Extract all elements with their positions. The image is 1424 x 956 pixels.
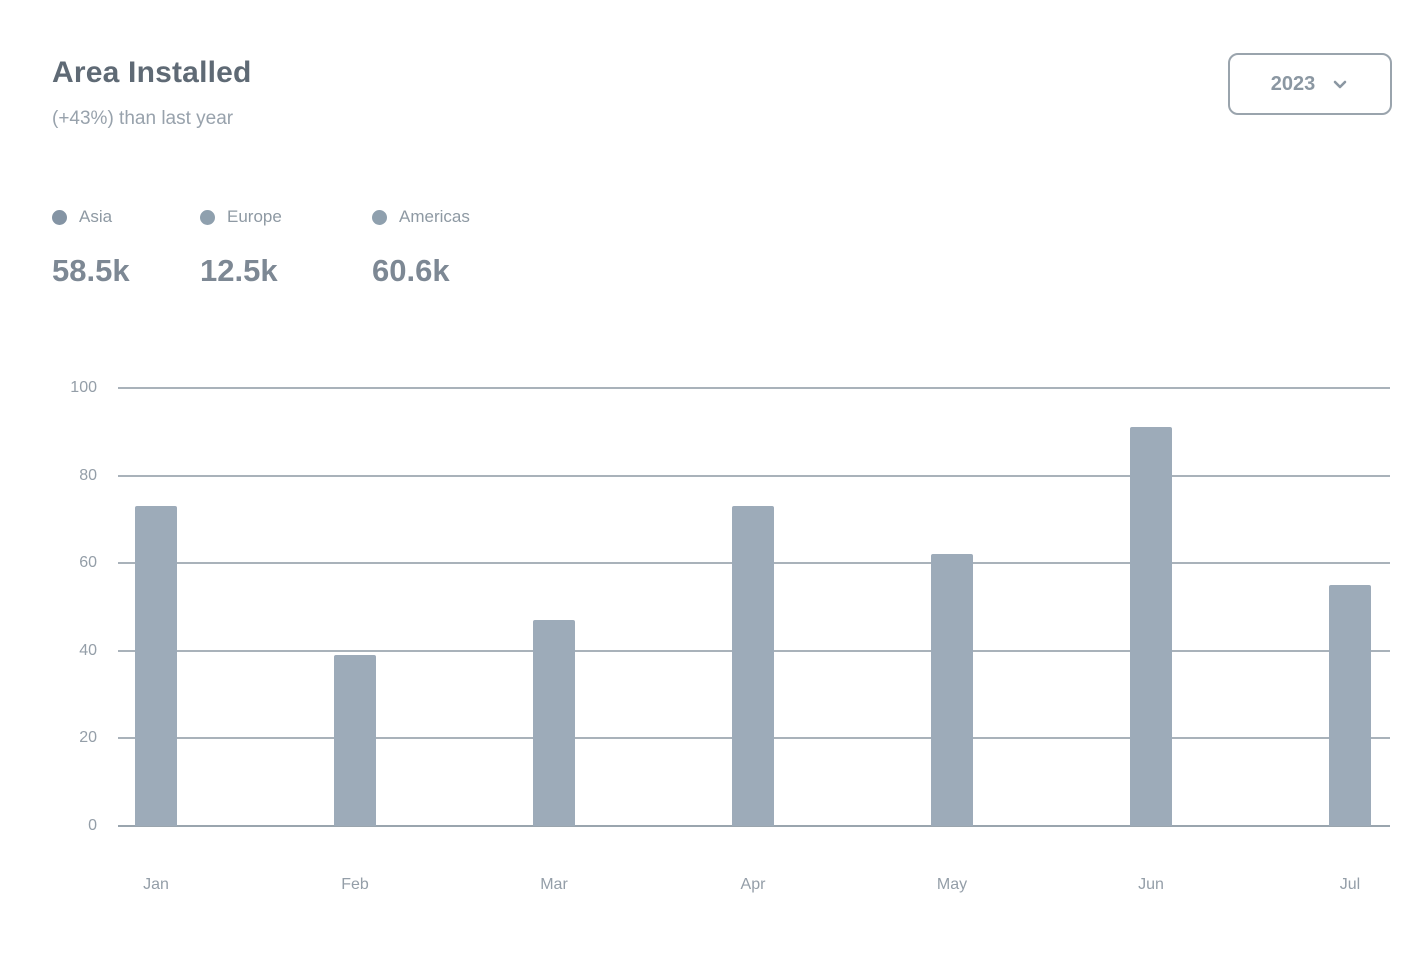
- x-axis-tick-mar: Mar: [540, 876, 568, 893]
- legend-item-asia[interactable]: Asia: [52, 205, 130, 229]
- card-header: Area Installed (+43%) than last year: [52, 56, 252, 130]
- chevron-down-icon: [1331, 75, 1349, 93]
- legend-item-americas[interactable]: Americas: [372, 205, 470, 229]
- year-select-value: 2023: [1270, 72, 1316, 95]
- stat-value: 58.5k: [52, 253, 130, 288]
- x-axis-tick-feb: Feb: [341, 876, 369, 893]
- legend-label: Asia: [79, 207, 113, 226]
- card-subtitle: (+43%) than last year: [52, 108, 234, 129]
- bar-mar[interactable]: [533, 620, 575, 826]
- legend-dot-icon: [200, 209, 215, 225]
- legend-dot-icon: [372, 209, 387, 225]
- stat-value: 12.5k: [200, 253, 278, 288]
- y-axis-tick-0: 0: [88, 817, 97, 834]
- stat-block-americas: Americas 60.6k: [372, 205, 470, 289]
- y-axis-tick-100: 100: [70, 379, 97, 396]
- stat-block-asia: Asia 58.5k: [52, 205, 130, 289]
- bar-apr[interactable]: [732, 506, 774, 826]
- x-axis-tick-jul: Jul: [1339, 876, 1361, 893]
- y-axis-tick-40: 40: [79, 641, 97, 659]
- legend-item-europe[interactable]: Europe: [200, 205, 282, 229]
- legend-dot-icon: [52, 209, 67, 225]
- y-axis-tick-60: 60: [79, 554, 97, 572]
- stat-block-europe: Europe 12.5k: [200, 205, 282, 289]
- stat-value: 60.6k: [372, 253, 450, 288]
- bar-jan[interactable]: [135, 506, 177, 826]
- bar-feb[interactable]: [334, 655, 376, 826]
- year-select[interactable]: 2023: [1228, 53, 1392, 115]
- x-axis-tick-jun: Jun: [1138, 876, 1164, 893]
- x-axis-tick-may: May: [936, 876, 968, 893]
- gridline: [118, 474, 1390, 477]
- page-title: Area Installed: [52, 56, 252, 89]
- legend-stats: Asia 58.5k Europe 12.5k Americas 60.6k: [0, 205, 1424, 315]
- bar-jul[interactable]: [1329, 585, 1371, 826]
- y-axis-tick-80: 80: [79, 466, 97, 484]
- x-axis-tick-apr: Apr: [740, 876, 766, 893]
- legend-label: Americas: [399, 207, 470, 226]
- legend-label: Europe: [227, 207, 282, 226]
- bar-may[interactable]: [931, 554, 973, 826]
- y-axis-tick-20: 20: [79, 729, 97, 747]
- bar-jun[interactable]: [1130, 427, 1172, 826]
- x-axis-tick-jan: Jan: [143, 876, 169, 893]
- gridline: [118, 387, 1390, 389]
